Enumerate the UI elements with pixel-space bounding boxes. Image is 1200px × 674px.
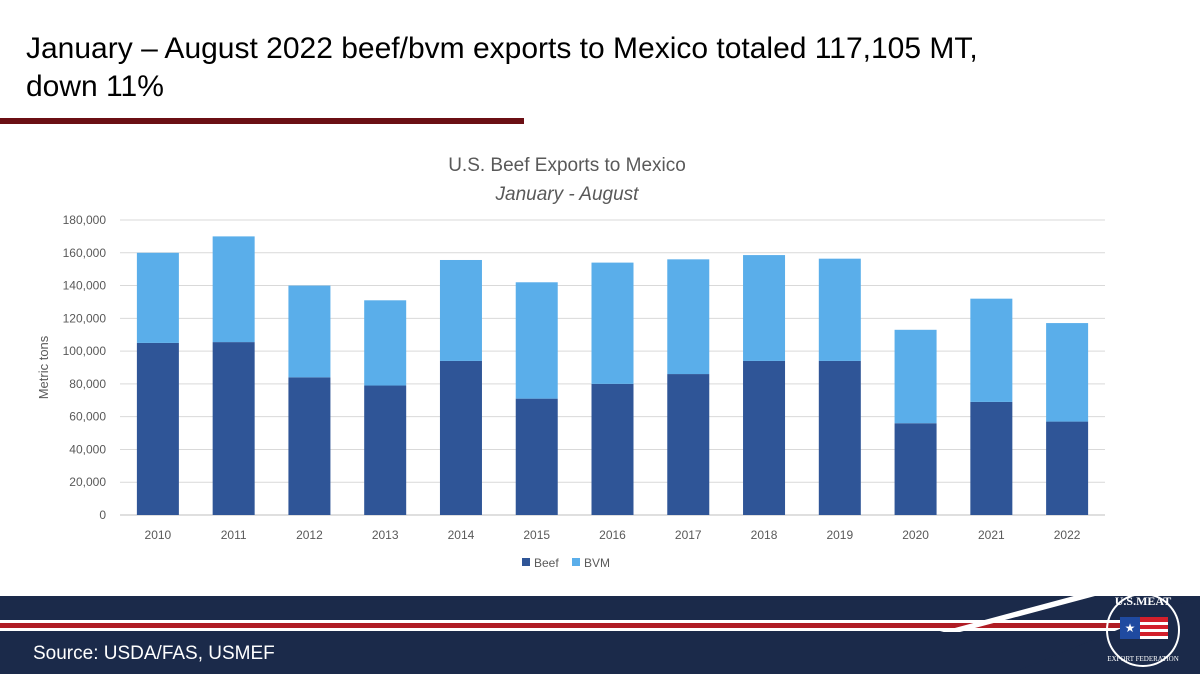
x-tick-label: 2022 xyxy=(1054,528,1081,542)
legend-swatch-bvm xyxy=(572,558,580,566)
x-tick-label: 2015 xyxy=(523,528,550,542)
x-tick-label: 2018 xyxy=(751,528,778,542)
x-tick-label: 2010 xyxy=(145,528,172,542)
bar-beef-2015 xyxy=(515,398,558,515)
footer-band xyxy=(0,596,1200,674)
bar-beef-2010 xyxy=(136,342,179,515)
bar-bvm-2016 xyxy=(591,262,634,384)
bar-bvm-2012 xyxy=(288,285,331,378)
y-tick-label: 40,000 xyxy=(69,442,106,456)
x-tick-label: 2011 xyxy=(221,528,247,542)
bar-bvm-2015 xyxy=(515,282,558,399)
bar-bvm-2011 xyxy=(212,236,255,343)
bar-bvm-2018 xyxy=(743,255,786,361)
source-note: Source: USDA/FAS, USMEF xyxy=(33,643,275,664)
stacked-bar-chart: U.S. Beef Exports to Mexico January - Aug… xyxy=(36,155,1105,570)
title-underline xyxy=(0,118,524,124)
x-tick-label: 2012 xyxy=(296,528,323,542)
x-tick-label: 2020 xyxy=(902,528,929,542)
bar-bvm-2017 xyxy=(667,259,710,375)
slide-title: January – August 2022 beef/bvm exports t… xyxy=(26,32,978,103)
bar-beef-2022 xyxy=(1046,421,1089,515)
usmef-logo: U.S.MEAT ★ EXPORT FEDERATION xyxy=(1106,593,1180,667)
y-tick-label: 60,000 xyxy=(69,410,106,424)
legend-label-bvm: BVM xyxy=(584,556,610,570)
bar-beef-2011 xyxy=(212,342,255,515)
y-tick-label: 120,000 xyxy=(63,311,107,325)
y-tick-label: 0 xyxy=(99,508,106,522)
svg-text:EXPORT FEDERATION: EXPORT FEDERATION xyxy=(1107,655,1179,663)
svg-text:U.S.MEAT: U.S.MEAT xyxy=(1115,594,1171,608)
x-tick-label: 2016 xyxy=(599,528,626,542)
svg-text:★: ★ xyxy=(1125,621,1136,635)
x-tick-label: 2019 xyxy=(826,528,853,542)
bar-bvm-2019 xyxy=(818,258,861,361)
x-tick-label: 2017 xyxy=(675,528,702,542)
bar-beef-2012 xyxy=(288,377,331,515)
x-tick-label: 2021 xyxy=(978,528,1005,542)
y-tick-label: 140,000 xyxy=(63,279,107,293)
legend-label-beef: Beef xyxy=(534,556,559,570)
y-tick-label: 100,000 xyxy=(63,344,107,358)
bar-beef-2019 xyxy=(818,360,861,515)
bar-bvm-2013 xyxy=(364,300,407,386)
bar-beef-2013 xyxy=(364,385,407,515)
chart-title: U.S. Beef Exports to Mexico xyxy=(448,155,686,176)
x-tick-label: 2013 xyxy=(372,528,399,542)
chart-subtitle: January - August xyxy=(495,184,640,205)
bar-beef-2018 xyxy=(743,360,786,515)
bar-bvm-2020 xyxy=(894,329,937,424)
bar-beef-2020 xyxy=(894,423,937,515)
y-tick-label: 160,000 xyxy=(63,246,107,260)
x-tick-label: 2014 xyxy=(448,528,475,542)
bar-bvm-2010 xyxy=(136,252,179,343)
y-tick-label: 20,000 xyxy=(69,475,106,489)
bar-bvm-2021 xyxy=(970,298,1013,402)
bar-beef-2014 xyxy=(439,360,482,515)
y-axis-label: Metric tons xyxy=(36,335,51,399)
bar-beef-2017 xyxy=(667,374,710,515)
legend-swatch-beef xyxy=(522,558,530,566)
bar-beef-2021 xyxy=(970,401,1013,515)
bar-bvm-2022 xyxy=(1046,323,1089,422)
bar-beef-2016 xyxy=(591,383,634,515)
y-tick-label: 180,000 xyxy=(63,213,107,227)
y-tick-label: 80,000 xyxy=(69,377,106,391)
bar-bvm-2014 xyxy=(439,259,482,361)
